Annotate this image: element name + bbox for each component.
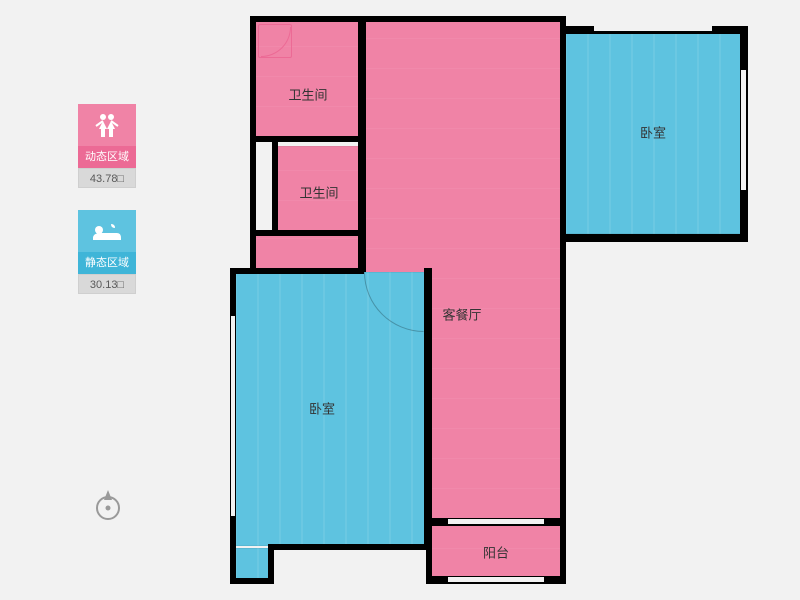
legend-dynamic: 动态区域 43.78□ bbox=[78, 104, 136, 188]
room-pinkstrip bbox=[254, 234, 362, 270]
wall bbox=[268, 544, 430, 550]
legend-dynamic-value: 43.78□ bbox=[78, 168, 136, 188]
wall bbox=[256, 268, 364, 274]
wall bbox=[272, 142, 278, 234]
wall-opening bbox=[741, 70, 746, 190]
wall-opening bbox=[231, 316, 235, 516]
legend-static: 静态区域 30.13□ bbox=[78, 210, 136, 294]
wall bbox=[250, 16, 566, 22]
wall bbox=[250, 16, 256, 234]
legend-static-label: 静态区域 bbox=[78, 252, 136, 274]
people-icon bbox=[78, 104, 136, 146]
sleep-icon bbox=[78, 210, 136, 252]
room-label-bath1: 卫生间 bbox=[288, 85, 327, 104]
wall bbox=[250, 230, 364, 236]
wall bbox=[424, 268, 432, 548]
legend: 动态区域 43.78□ 静态区域 30.13□ bbox=[78, 104, 136, 316]
wall bbox=[560, 240, 566, 524]
wall-opening bbox=[448, 577, 544, 582]
room-label-balcony: 阳台 bbox=[483, 543, 509, 562]
wall bbox=[358, 16, 366, 272]
legend-static-value: 30.13□ bbox=[78, 274, 136, 294]
wall bbox=[564, 234, 748, 242]
room-label-living: 客餐厅 bbox=[442, 305, 481, 324]
room-label-bed1: 卧室 bbox=[640, 123, 666, 142]
wall bbox=[560, 518, 566, 584]
wall bbox=[268, 544, 274, 584]
room-bluestrip bbox=[234, 548, 270, 580]
wall bbox=[560, 16, 566, 240]
room-label-bath2: 卫生间 bbox=[299, 183, 338, 202]
wall-opening bbox=[448, 519, 544, 524]
wall bbox=[250, 230, 256, 272]
shower-icon bbox=[258, 24, 292, 58]
wall-opening bbox=[594, 26, 712, 31]
legend-dynamic-label: 动态区域 bbox=[78, 146, 136, 168]
room-label-bed2: 卧室 bbox=[309, 399, 335, 418]
compass-icon bbox=[91, 488, 125, 522]
floor-plan: 客餐厅卫生间卫生间卧室卧室阳台 bbox=[234, 16, 748, 588]
wall bbox=[250, 136, 364, 142]
